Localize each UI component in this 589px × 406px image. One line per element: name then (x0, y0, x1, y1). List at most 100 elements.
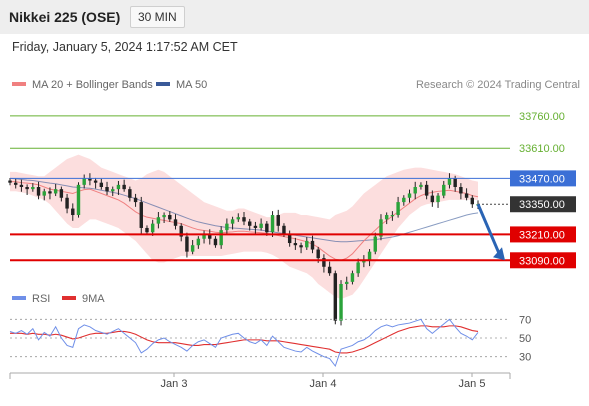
candle-body (424, 184, 429, 196)
candle-body (413, 187, 417, 194)
candle-body (419, 184, 423, 187)
candle-body (76, 184, 81, 216)
candle-body (259, 223, 263, 228)
chart-header: Nikkei 225 (OSE) 30 MIN (0, 0, 589, 34)
rsi-plot-area: 70 50 30 (9, 314, 531, 368)
candle-body (270, 215, 275, 233)
rsi-line (9, 318, 479, 368)
candle (88, 173, 92, 186)
candle-body (128, 189, 132, 198)
candle-body (31, 187, 35, 190)
candle-body (253, 225, 258, 228)
candle (350, 270, 355, 285)
candle (31, 183, 35, 192)
candle (436, 193, 440, 208)
candle (128, 186, 132, 202)
candle (305, 237, 309, 250)
candle-body (225, 223, 229, 231)
candle-body (25, 187, 29, 190)
candle-body (168, 215, 172, 220)
level-label: 33350.00 (519, 199, 565, 211)
legend-label-ma20: MA 20 + Bollinger Bands (32, 79, 153, 91)
rsi-tick-label: 70 (519, 314, 531, 326)
candle-body (367, 251, 372, 261)
candle-body (230, 219, 235, 224)
candle-body (459, 187, 463, 194)
candle-body (293, 243, 298, 246)
candle (470, 195, 475, 208)
candle (413, 181, 417, 200)
candle (105, 181, 109, 195)
candle-body (236, 217, 241, 220)
candle (253, 221, 258, 234)
rsi-9ma-line (10, 325, 479, 354)
candle (402, 195, 406, 206)
candle (225, 218, 229, 235)
candle (179, 223, 183, 242)
timeframe-button[interactable]: 30 MIN (130, 6, 185, 28)
candle-body (373, 236, 377, 252)
candle-body (322, 258, 326, 267)
candle (219, 226, 223, 249)
candle-body (88, 178, 92, 181)
candle-body (384, 215, 389, 220)
candle-body (247, 221, 252, 226)
rsi-legend: RSI 9MA (12, 293, 105, 305)
level-label-bg (510, 252, 576, 269)
ma20-line (10, 181, 479, 261)
legend-swatch-ma20 (12, 82, 26, 86)
candle-body (265, 223, 269, 233)
candle-body (287, 234, 292, 244)
candle (333, 270, 338, 325)
candle-body (362, 260, 366, 263)
candle (299, 242, 303, 254)
candle (25, 184, 29, 195)
candle-body (447, 178, 452, 185)
candle (270, 211, 275, 238)
candle (48, 187, 52, 200)
candle (42, 188, 46, 201)
level-label: 33090.00 (519, 255, 565, 267)
candle-body (145, 227, 149, 233)
candle (447, 173, 452, 189)
candle (242, 212, 246, 226)
candle (53, 183, 58, 197)
candle (287, 230, 292, 247)
candle (259, 218, 263, 231)
candle-body (350, 273, 355, 282)
candle (276, 209, 280, 232)
candle (202, 230, 206, 244)
candle-body (464, 193, 469, 198)
candle (407, 189, 412, 203)
candle (59, 186, 64, 202)
candle (173, 214, 178, 230)
candle (459, 183, 463, 200)
candle-body (139, 202, 143, 228)
forecast-arrow-head (493, 247, 505, 261)
level-label: 33210.00 (519, 229, 565, 241)
forecast-arrow-line (476, 203, 501, 254)
candle-body (208, 234, 212, 239)
candle-body (327, 266, 332, 274)
x-tick-label: Jan 3 (161, 378, 188, 390)
candle-body (82, 178, 86, 185)
candle-body (402, 197, 406, 203)
candle-body (93, 180, 98, 183)
candle (424, 180, 429, 200)
candle (76, 182, 81, 218)
candle-body (19, 184, 24, 187)
candle-body (396, 202, 400, 216)
candle (293, 237, 298, 250)
candle (322, 254, 326, 273)
candle-body (150, 223, 155, 233)
candle-body (453, 178, 457, 187)
candle-body (442, 184, 446, 196)
x-tick-label: Jan 5 (459, 378, 486, 390)
candle-body (122, 184, 126, 190)
candle (430, 190, 435, 207)
candle-body (436, 195, 440, 203)
legend-label-9ma: 9MA (82, 293, 105, 305)
candle (139, 196, 143, 234)
candle-body (345, 281, 349, 284)
candle-body (390, 215, 395, 217)
